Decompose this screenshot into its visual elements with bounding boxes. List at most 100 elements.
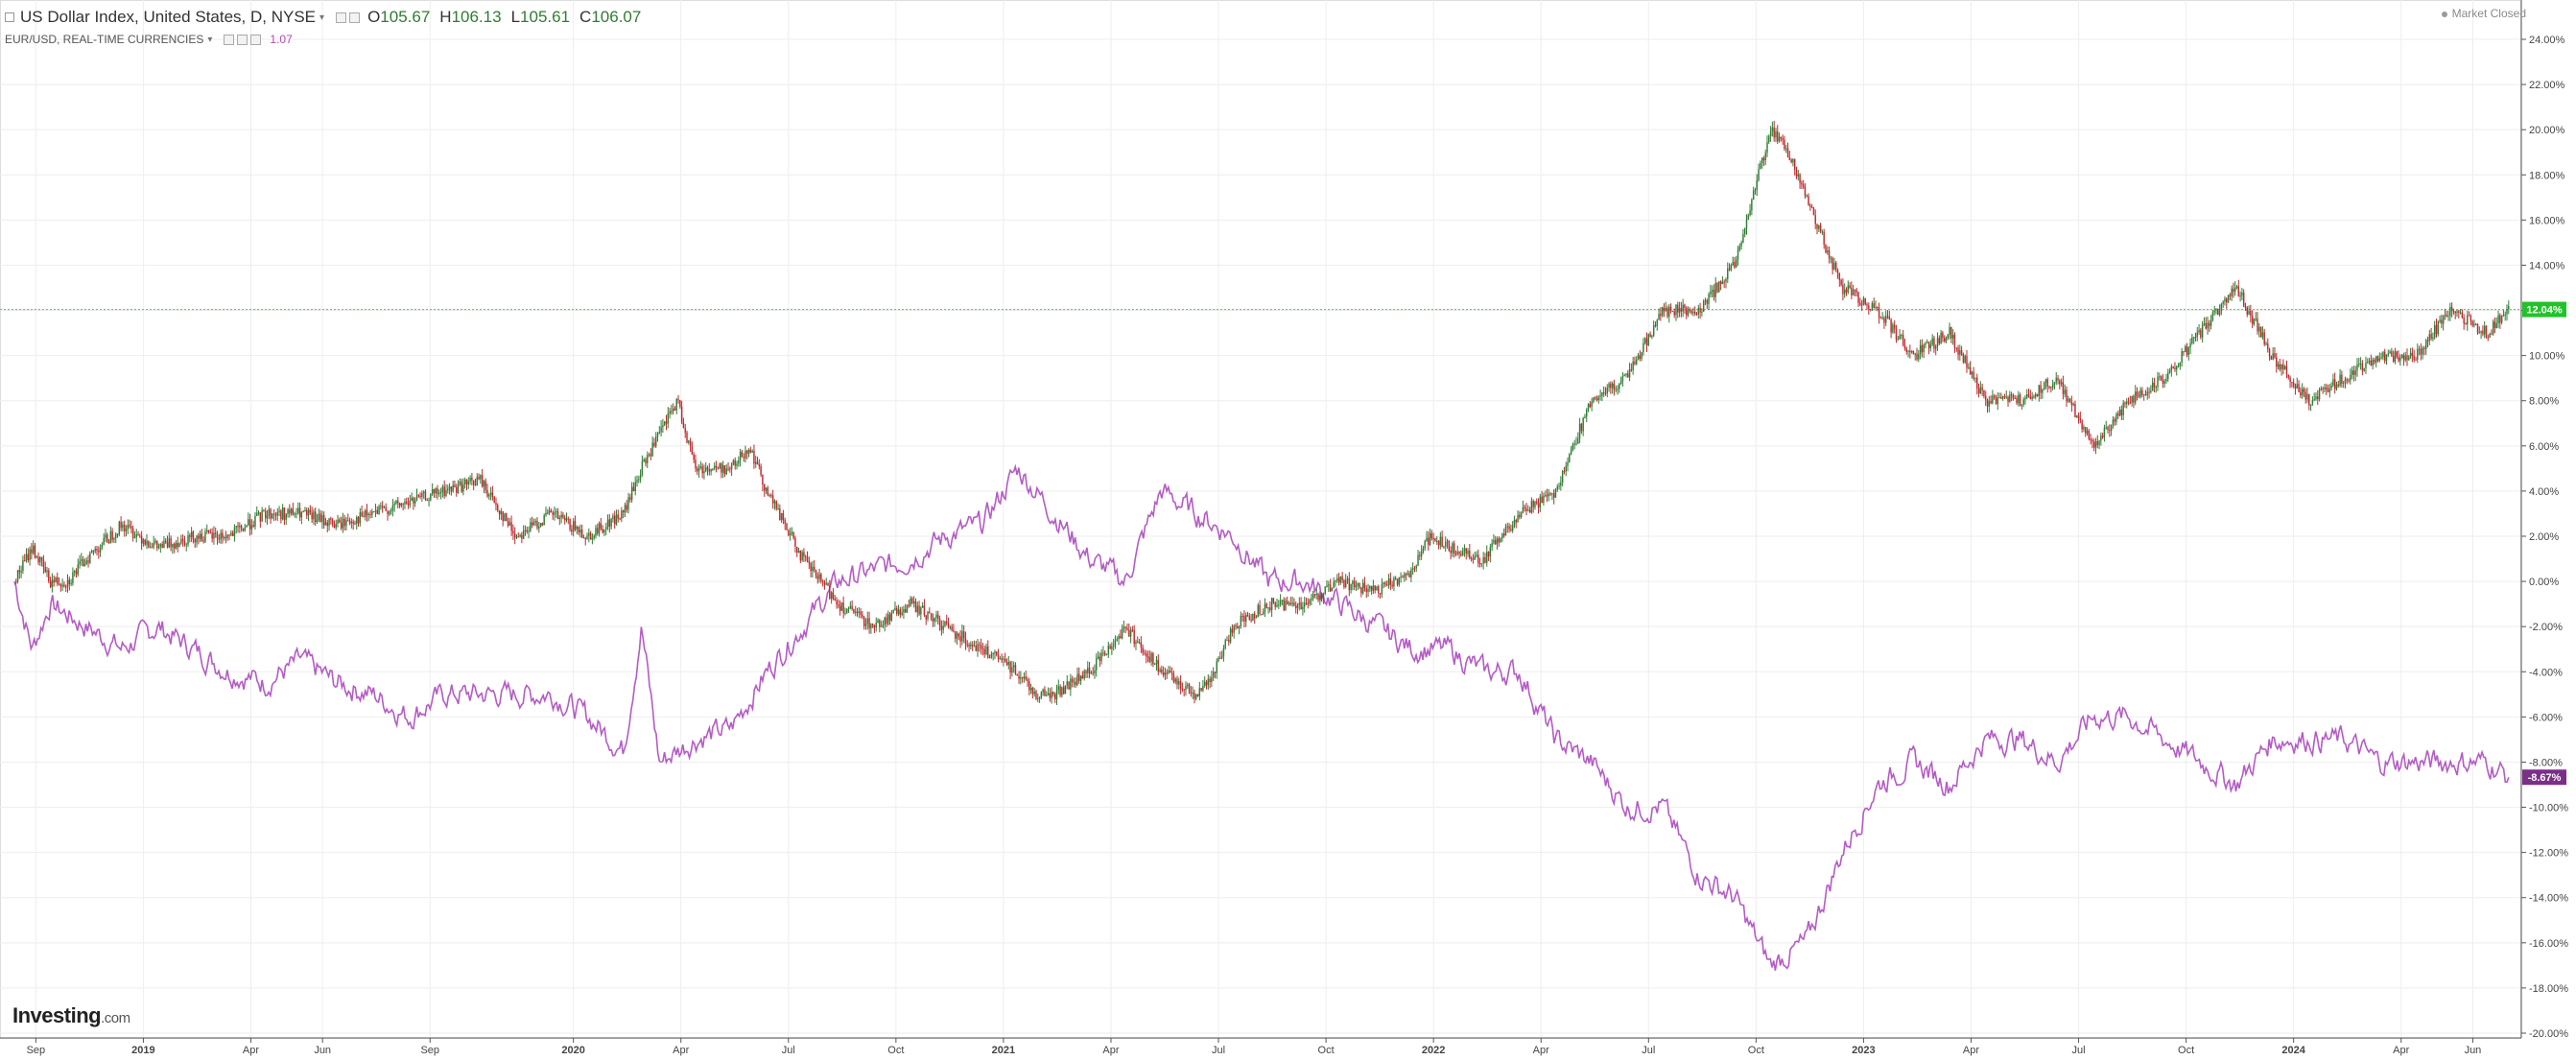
candle-body (1537, 503, 1540, 508)
candle-body (330, 518, 332, 520)
settings-icon[interactable] (224, 34, 235, 45)
candle-body (172, 544, 174, 548)
candle-body (584, 537, 586, 540)
candle-body (2115, 413, 2117, 422)
candle-body (1827, 250, 1829, 253)
candle-body (2432, 337, 2434, 339)
candle-body (1419, 554, 1421, 556)
candle-body (1809, 205, 1811, 207)
candle-body (272, 513, 275, 515)
candle-body (2177, 365, 2180, 367)
candle-body (839, 605, 841, 611)
candle-body (2446, 315, 2447, 318)
chevron-down-icon[interactable]: ▾ (207, 34, 213, 45)
candle-body (109, 530, 112, 543)
candle-body (497, 505, 499, 511)
candle-body (1680, 308, 1683, 312)
settings-icon[interactable] (336, 12, 347, 23)
candle-body (805, 556, 807, 558)
candle-body (1734, 262, 1736, 268)
candle-body (1619, 381, 1622, 385)
candle-body (1569, 454, 1571, 462)
hide-icon[interactable] (237, 34, 248, 45)
candle-body (1102, 652, 1104, 654)
candle-body (131, 528, 134, 538)
candle-body (1228, 640, 1230, 643)
candle-body (521, 534, 523, 539)
x-tick-label: Jul (2072, 1045, 2086, 1056)
candle-body (457, 484, 460, 493)
candle-body (1328, 584, 1330, 586)
candle-body (2504, 314, 2506, 316)
candle-body (1682, 304, 1684, 312)
candle-body (1929, 344, 1932, 349)
candle-body (157, 546, 160, 549)
candle-body (387, 510, 389, 515)
candle-body (526, 530, 528, 532)
candle-body (2200, 329, 2202, 338)
legend-compare-title[interactable]: EUR/USD, REAL-TIME CURRENCIES (5, 33, 204, 46)
candle-body (1997, 397, 1998, 405)
candle-body (2201, 324, 2204, 338)
brand-name: Investing (12, 1003, 102, 1027)
candle-body (96, 548, 98, 552)
candle-body (211, 532, 213, 539)
candle-body (708, 469, 711, 472)
candle-body (83, 564, 86, 567)
candle-body (478, 477, 480, 480)
brand-logo: Investing.com (12, 1003, 130, 1028)
candle-body (452, 484, 454, 492)
legend-compare-row: EUR/USD, REAL-TIME CURRENCIES ▾ 1.07 (5, 29, 650, 50)
hide-icon[interactable] (349, 12, 361, 23)
candle-body (920, 607, 922, 615)
candle-body (2142, 394, 2145, 396)
candle-body (2233, 288, 2236, 293)
candle-body (777, 508, 779, 510)
candle-body (137, 533, 139, 536)
candle-body (1309, 600, 1311, 604)
candle-body (1120, 635, 1122, 639)
collapse-toggle-icon[interactable] (5, 12, 14, 22)
candle-body (1903, 344, 1906, 349)
candle-body (491, 492, 494, 498)
chevron-down-icon[interactable]: ▾ (319, 12, 325, 23)
candle-body (695, 459, 697, 469)
candle-body (1828, 250, 1831, 259)
candle-body (313, 511, 315, 520)
candle-body (1814, 215, 1816, 224)
candle-body (2394, 351, 2397, 363)
candle-body (1762, 157, 1765, 161)
candle-body (1434, 538, 1436, 541)
candle-body (1142, 647, 1144, 653)
candle-body (1162, 671, 1165, 675)
candle-body (675, 399, 677, 411)
candle-body (1852, 289, 1855, 295)
candle-body (1172, 673, 1175, 682)
candle-body (2162, 380, 2164, 384)
candle-body (1146, 656, 1149, 658)
candle-body (390, 510, 392, 512)
y-tick-label: 4.00% (2529, 486, 2559, 498)
candle-body (1123, 626, 1125, 629)
candle-body (1259, 604, 1261, 615)
candle-body (348, 521, 351, 524)
close-icon[interactable] (250, 34, 262, 45)
candle-body (1636, 359, 1638, 365)
candle-body (739, 452, 742, 461)
candle-body (1654, 325, 1657, 327)
candle-body (2021, 404, 2023, 406)
candle-body (1293, 602, 1295, 606)
candle-body (1713, 290, 1715, 297)
candle-body (326, 522, 328, 527)
candle-body (1610, 383, 1612, 389)
candle-body (773, 501, 776, 504)
candle-body (1645, 338, 1648, 345)
candle-body (2198, 329, 2200, 333)
candle-body (662, 425, 664, 428)
candle-body (911, 598, 913, 603)
candle-body (359, 511, 362, 524)
candle-body (57, 577, 59, 584)
legend-main-title[interactable]: US Dollar Index, United States, D, NYSE (20, 8, 317, 26)
candle-body (398, 503, 401, 506)
